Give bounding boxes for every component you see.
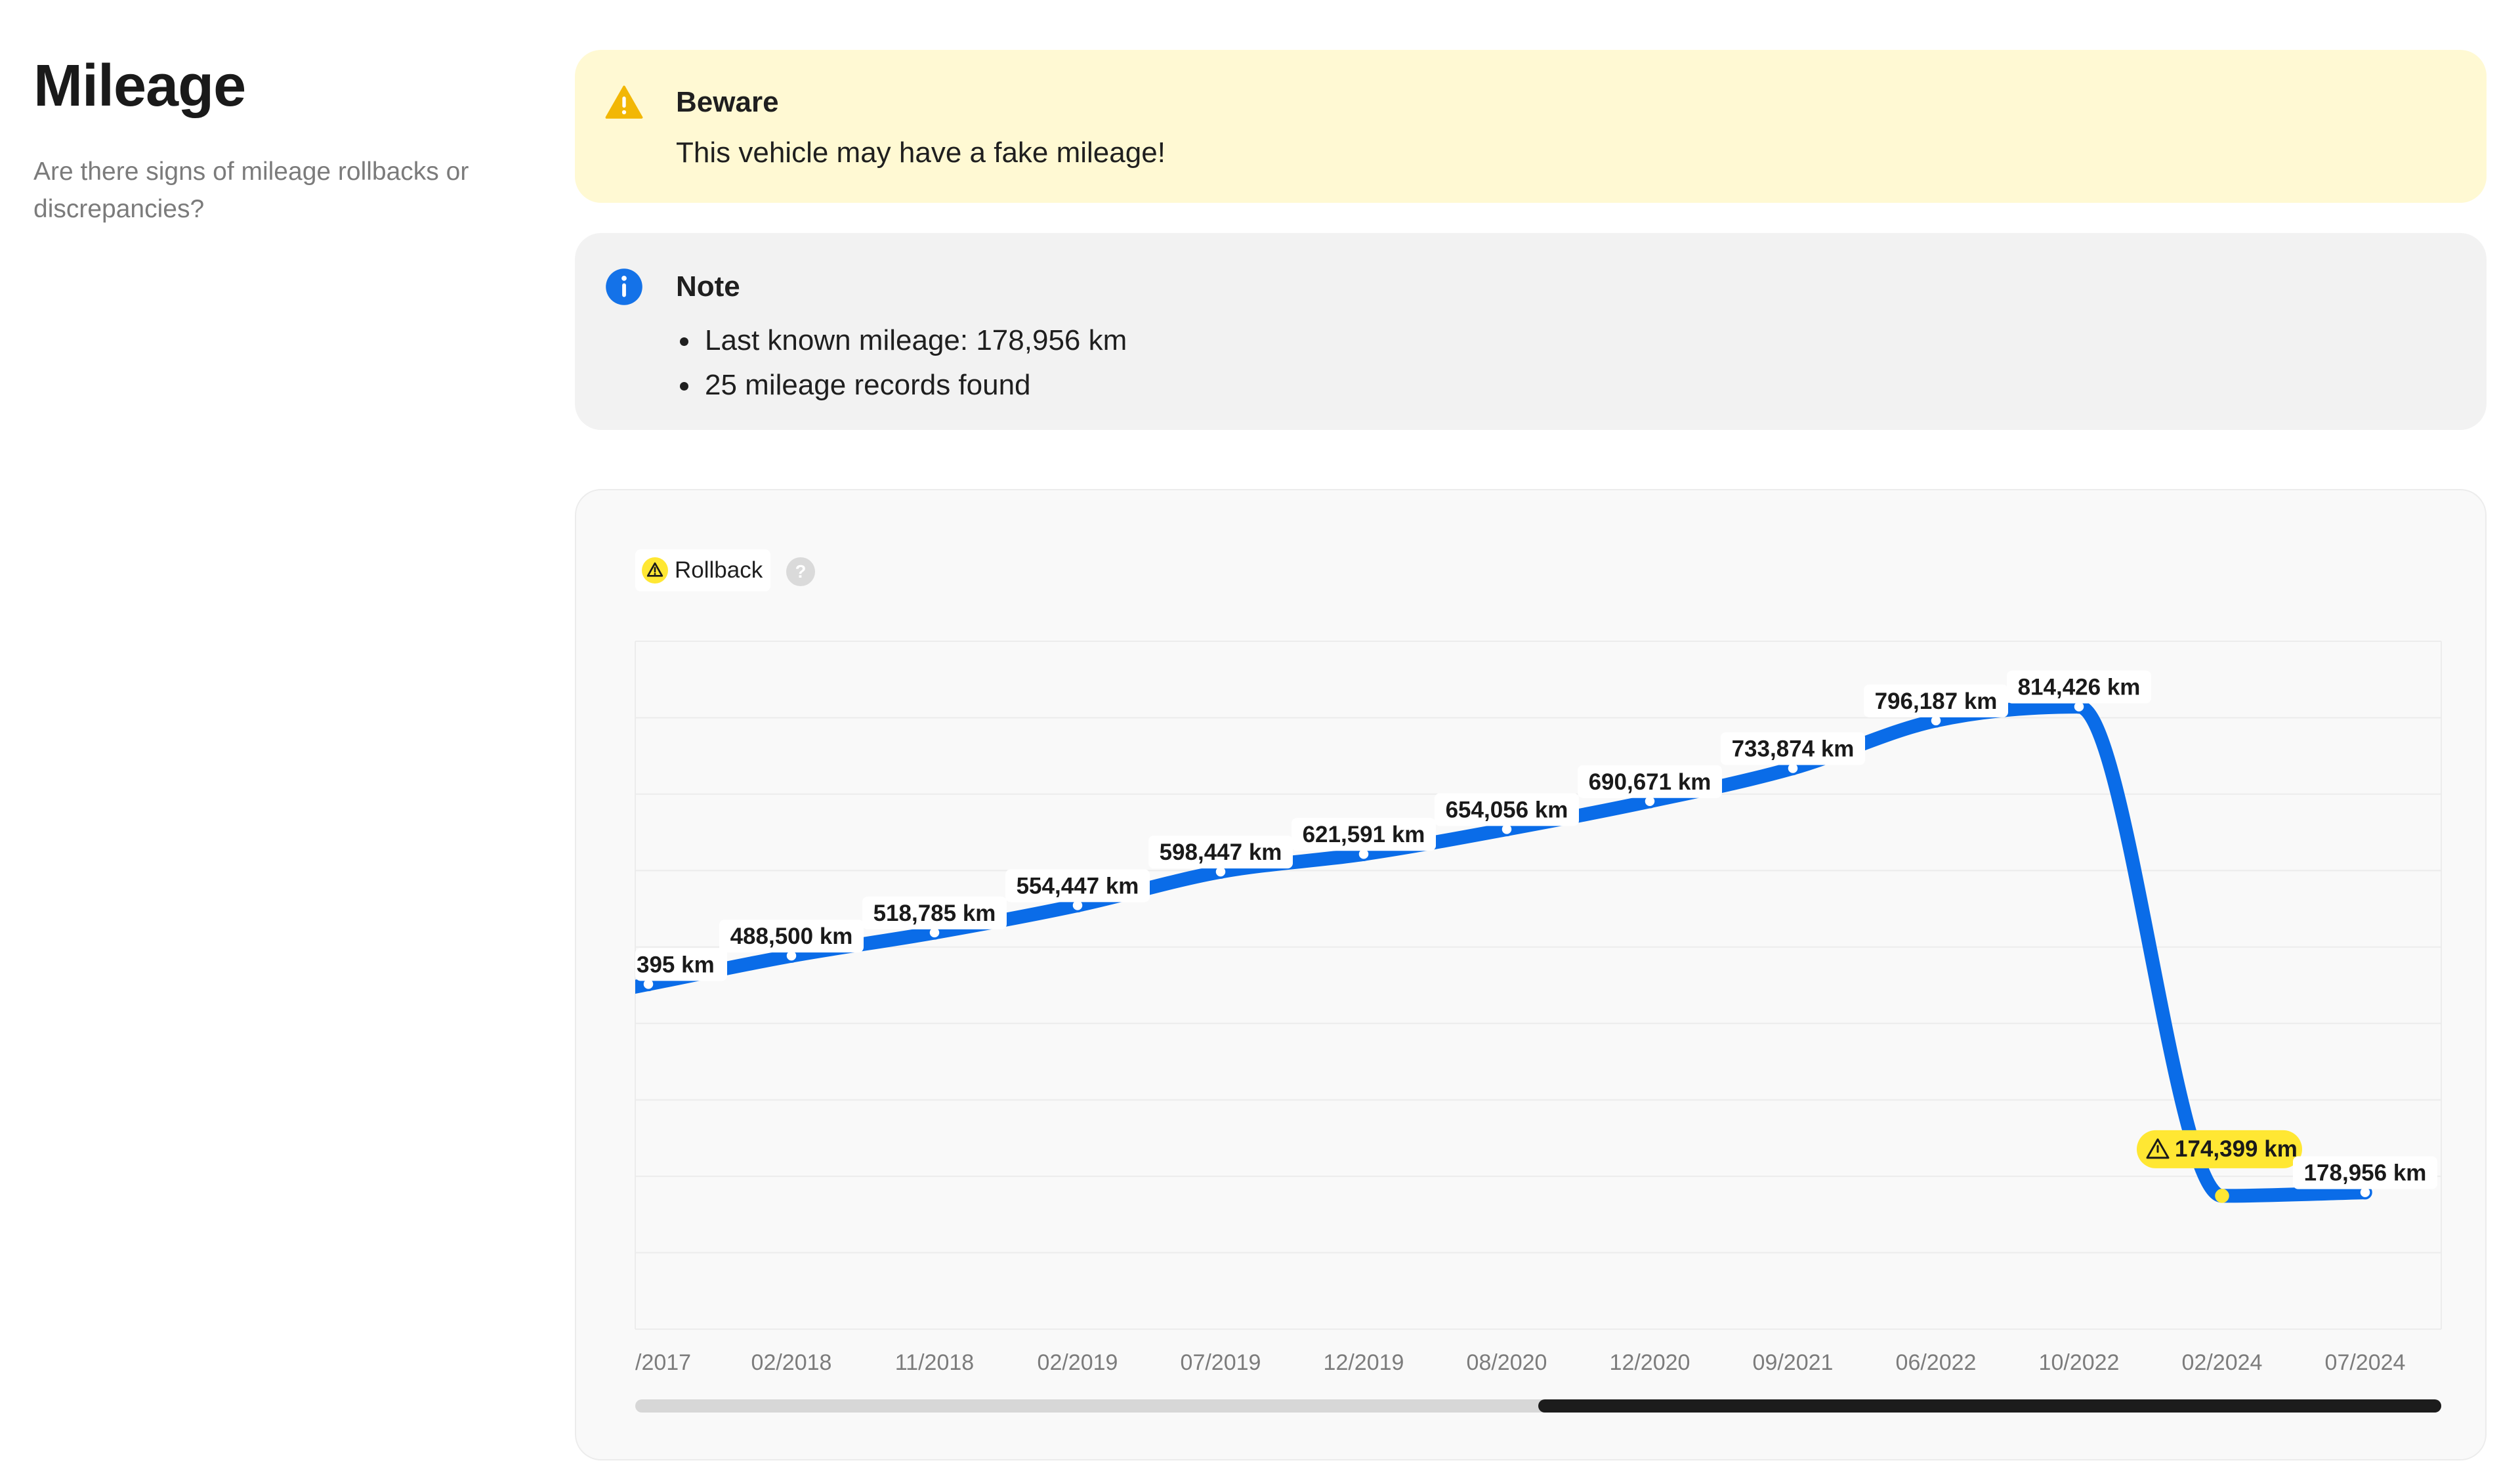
- data-label: 488,500 km: [730, 924, 853, 949]
- rollback-label-pill: [2137, 1130, 2302, 1168]
- data-label-bg: [1292, 818, 1436, 851]
- data-label: 395 km: [637, 952, 715, 977]
- data-label-group: 395 km: [635, 948, 727, 981]
- data-label-group: 654,056 km: [1435, 793, 1579, 826]
- data-label: 654,056 km: [1446, 797, 1568, 822]
- data-label-group: 796,187 km: [1864, 684, 2008, 717]
- data-label: 554,447 km: [1017, 873, 1139, 899]
- info-icon: [606, 268, 642, 305]
- data-label: 598,447 km: [1160, 840, 1282, 865]
- note-alert: Note Last known mileage: 178,956 km 25 m…: [575, 233, 2487, 430]
- chart-x-ticks: /2017 02/2018 11/2018 02/2019 07/2019 12/2019…: [635, 1350, 2405, 1375]
- x-tick-label: 12/2019: [1324, 1350, 1404, 1375]
- x-tick-label: 10/2022: [2039, 1350, 2120, 1375]
- page-subtitle: Are there signs of mileage rollbacks or …: [33, 158, 469, 223]
- data-label-group: 554,447 km: [1005, 869, 1150, 903]
- svg-text:?: ?: [795, 561, 807, 582]
- data-label-bg: [2007, 670, 2151, 704]
- data-label: 518,785 km: [873, 901, 996, 926]
- x-tick-label: 08/2020: [1467, 1350, 1547, 1375]
- data-label-bg: [635, 948, 727, 981]
- mileage-chart-card: Rollback ? 395 km 488,500 km 518,785 km 554…: [575, 489, 2487, 1460]
- warning-title: Beware: [676, 86, 779, 118]
- data-label-group: 690,671 km: [1578, 765, 1722, 798]
- x-tick-label: 12/2020: [1610, 1350, 1690, 1375]
- x-tick-label: 02/2024: [2182, 1350, 2263, 1375]
- data-label-bg: [1005, 869, 1150, 903]
- data-label: 621,591 km: [1303, 822, 1425, 847]
- note-item-last-mileage: Last known mileage: 178,956 km: [676, 318, 1127, 363]
- data-label-group: 733,874 km: [1721, 732, 1865, 765]
- section-header: Mileage Are there signs of mileage rollb…: [33, 54, 506, 228]
- chart-data-labels: 395 km 488,500 km 518,785 km 554,447 km 598,…: [635, 670, 2437, 1189]
- data-label-bg: [1721, 732, 1865, 765]
- warning-icon: [605, 85, 643, 119]
- data-label-bg: [1435, 793, 1579, 826]
- x-tick-label: 02/2018: [751, 1350, 832, 1375]
- scrollbar-thumb[interactable]: [1538, 1399, 2441, 1413]
- note-title: Note: [676, 270, 740, 303]
- chart-scrollbar[interactable]: [635, 1399, 2441, 1413]
- data-label-bg: [2293, 1156, 2437, 1189]
- chart-points: [641, 699, 2372, 1203]
- rollback-label: 174,399 km: [2137, 1130, 2302, 1168]
- data-label-group: 518,785 km: [862, 896, 1007, 929]
- x-tick-label: 09/2021: [1753, 1350, 1834, 1375]
- data-label-group: 178,956 km: [2293, 1156, 2437, 1189]
- question-icon[interactable]: ?: [786, 557, 815, 586]
- data-label: 814,426 km: [2018, 675, 2141, 700]
- x-tick-label: 07/2019: [1181, 1350, 1261, 1375]
- page-title: Mileage: [33, 53, 246, 119]
- x-tick-label: 11/2018: [895, 1350, 974, 1375]
- data-label-bg: [719, 920, 864, 953]
- data-label-bg: [1864, 684, 2008, 717]
- mileage-line-chart: 395 km 488,500 km 518,785 km 554,447 km 598,…: [635, 641, 2442, 1413]
- data-label-group: 598,447 km: [1148, 836, 1293, 869]
- data-label-bg: [1148, 836, 1293, 869]
- warning-triangle-icon: [2146, 1138, 2170, 1159]
- x-tick-label: 02/2019: [1038, 1350, 1118, 1375]
- legend-rollback[interactable]: Rollback: [635, 549, 771, 591]
- note-list: Last known mileage: 178,956 km 25 mileag…: [676, 318, 1127, 408]
- x-tick-label: /2017: [635, 1350, 691, 1375]
- data-label-group: 814,426 km: [2007, 670, 2151, 704]
- data-label-group: 621,591 km: [1292, 818, 1436, 851]
- data-label-bg: [1578, 765, 1722, 798]
- data-label: 733,874 km: [1732, 736, 1855, 761]
- legend-rollback-label: Rollback: [675, 557, 763, 583]
- data-label: 690,671 km: [1589, 769, 1712, 795]
- note-item-record-count: 25 mileage records found: [676, 363, 1127, 408]
- warning-message: This vehicle may have a fake mileage!: [676, 137, 1166, 169]
- rollback-legend-icon: [642, 557, 668, 584]
- data-label: 178,956 km: [2304, 1160, 2427, 1186]
- data-label: 796,187 km: [1875, 689, 1998, 714]
- data-label: 174,399 km: [2175, 1136, 2298, 1162]
- x-tick-label: 06/2022: [1896, 1350, 1977, 1375]
- rollback-point[interactable]: [2215, 1189, 2229, 1203]
- data-label-group: 488,500 km: [719, 920, 864, 953]
- warning-alert: Beware This vehicle may have a fake mile…: [575, 50, 2487, 203]
- data-label-bg: [862, 896, 1007, 929]
- mileage-series-line: [635, 700, 2372, 1203]
- x-tick-label: 07/2024: [2325, 1350, 2406, 1375]
- chart-grid: [635, 641, 2442, 1330]
